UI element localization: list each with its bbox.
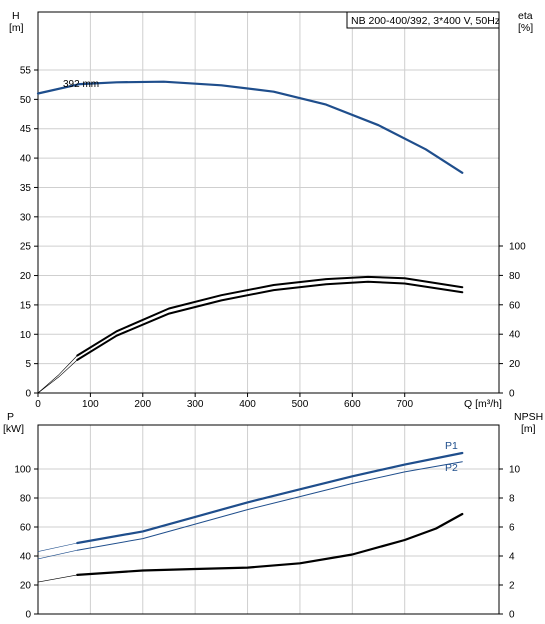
q-tick-label: 0 bbox=[35, 399, 41, 410]
P1-ext-curve bbox=[37, 542, 78, 552]
head-chart-frame bbox=[37, 11, 500, 394]
h-tick-label: 0 bbox=[25, 389, 31, 400]
q-tick-label: 500 bbox=[292, 399, 309, 410]
npsh-tick-label: 2 bbox=[509, 581, 515, 592]
npsh-tick-label: 10 bbox=[509, 465, 521, 476]
q-tick-label: 400 bbox=[239, 399, 256, 410]
h-tick-label: 35 bbox=[20, 183, 32, 194]
p2-series-label: P2 bbox=[445, 462, 458, 474]
h-tick-label: 45 bbox=[20, 124, 32, 135]
q-tick-label: 600 bbox=[344, 399, 361, 410]
p1-series-label: P1 bbox=[445, 440, 458, 452]
h-tick-label: 55 bbox=[20, 66, 32, 77]
h-tick-label: 10 bbox=[20, 330, 32, 341]
flow-axis-label: Q [m³/h] bbox=[464, 398, 502, 410]
p-tick-label: 40 bbox=[20, 552, 32, 563]
P2-curve bbox=[76, 461, 463, 551]
P1-curve bbox=[76, 451, 464, 545]
eta-1-curve bbox=[76, 280, 464, 361]
impeller-diameter-label: 392 mm bbox=[63, 79, 99, 90]
h-tick-label: 25 bbox=[20, 242, 32, 253]
power-npsh-chart-series bbox=[37, 451, 464, 583]
head-chart-series bbox=[36, 80, 464, 394]
p-tick-label: 0 bbox=[25, 610, 31, 621]
npsh-tick-label: 4 bbox=[509, 552, 515, 563]
p-tick-label: 80 bbox=[20, 494, 32, 505]
npsh-curve bbox=[76, 512, 464, 576]
eta-tick-label: 80 bbox=[509, 271, 521, 282]
power-axis-label: P bbox=[7, 411, 14, 423]
eta-tick-label: 40 bbox=[509, 330, 521, 341]
eta-2-curve bbox=[76, 275, 464, 357]
head-axis-unit: [m] bbox=[9, 22, 24, 34]
chart-title-box bbox=[346, 11, 500, 29]
h-tick-label: 5 bbox=[25, 359, 31, 370]
head-curve bbox=[36, 80, 464, 174]
npsh-tick-label: 6 bbox=[509, 523, 515, 534]
head-chart-grid bbox=[38, 12, 499, 393]
q-tick-label: 700 bbox=[396, 399, 413, 410]
chart-title: NB 200-400/392, 3*400 V, 50Hz bbox=[351, 15, 500, 27]
h-tick-label: 15 bbox=[20, 300, 32, 311]
npsh-tick-label: 0 bbox=[509, 610, 515, 621]
npsh-ext-curve bbox=[37, 574, 78, 583]
eta-tick-label: 60 bbox=[509, 300, 521, 311]
q-tick-label: 100 bbox=[82, 399, 99, 410]
q-tick-label: 200 bbox=[134, 399, 151, 410]
head-ext-curve bbox=[37, 83, 81, 94]
power-npsh-chart-frame bbox=[37, 424, 500, 615]
power-axis-unit: [kW] bbox=[3, 423, 24, 435]
h-tick-label: 20 bbox=[20, 271, 32, 282]
eta-tick-label: 0 bbox=[509, 389, 515, 400]
npsh-axis-label: NPSH bbox=[514, 411, 543, 423]
h-tick-label: 40 bbox=[20, 154, 32, 165]
npsh-tick-label: 8 bbox=[509, 494, 515, 505]
eta-axis-label: eta bbox=[518, 10, 533, 22]
power-npsh-chart-grid bbox=[38, 425, 499, 614]
p-tick-label: 100 bbox=[14, 465, 31, 476]
eta-ext-1-curve bbox=[37, 359, 78, 394]
h-tick-label: 50 bbox=[20, 95, 32, 106]
q-tick-label: 300 bbox=[187, 399, 204, 410]
head-chart-ticks: 0 5 10 15 20 25 30 35 40 45 50 55 0 20 40 60 80 100 0 100 20… bbox=[20, 66, 526, 411]
npsh-axis-unit: [m] bbox=[521, 423, 536, 435]
power-npsh-chart-ticks: 0 20 40 60 80 100 0 2 4 6 8 10 bbox=[14, 465, 520, 621]
eta-tick-label: 100 bbox=[509, 242, 526, 253]
eta-axis-unit: [%] bbox=[518, 22, 533, 34]
P2-ext-curve bbox=[37, 549, 78, 560]
p-tick-label: 20 bbox=[20, 581, 32, 592]
p-tick-label: 60 bbox=[20, 523, 32, 534]
eta-ext-2-curve bbox=[37, 355, 78, 394]
head-axis-label: H bbox=[12, 10, 20, 22]
h-tick-label: 30 bbox=[20, 212, 32, 223]
eta-tick-label: 20 bbox=[509, 359, 521, 370]
